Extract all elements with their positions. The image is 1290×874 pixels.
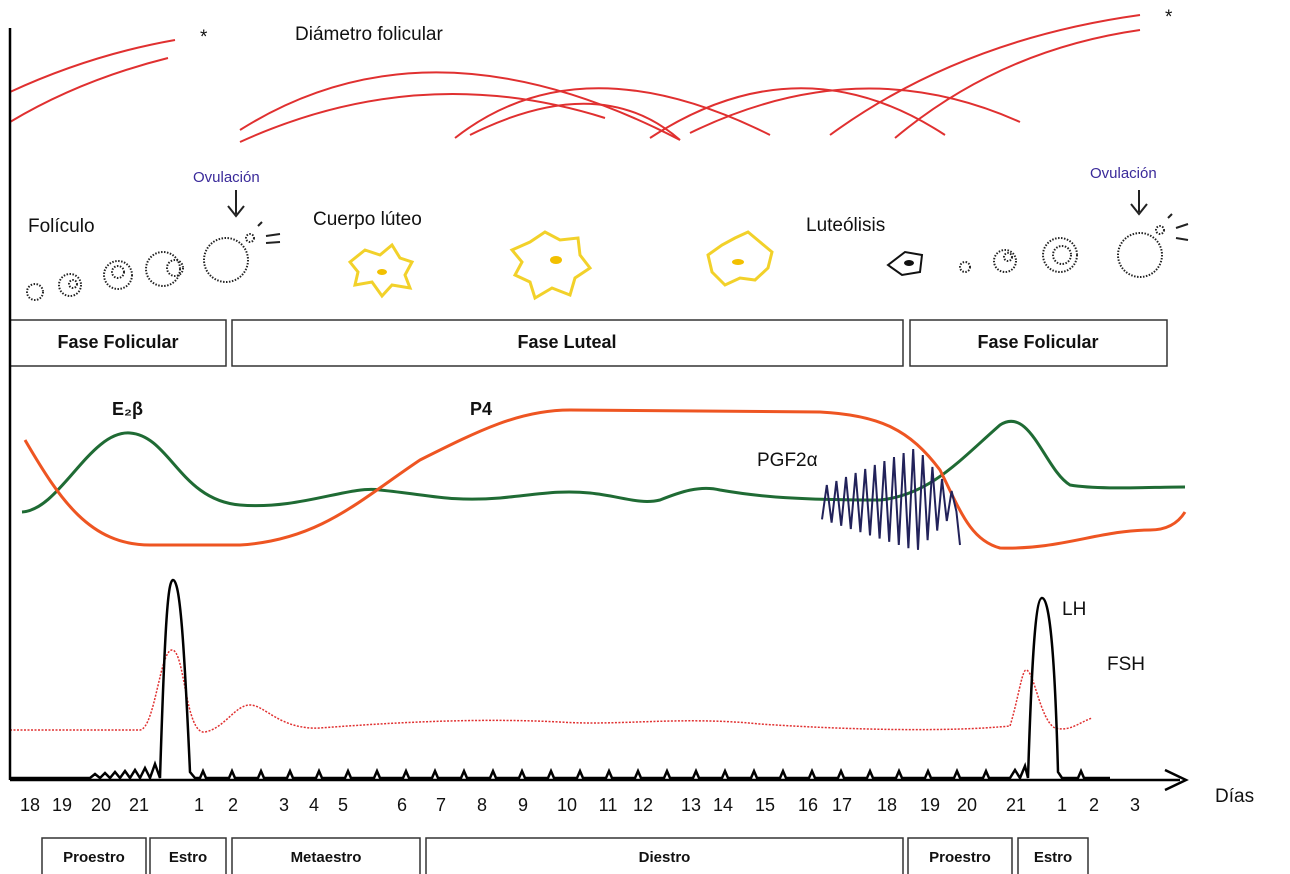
- stages: Proestro Estro Metaestro Diestro Proestro Est…: [41, 837, 1089, 874]
- phase-box: [909, 319, 1168, 367]
- estradiol-curve: [21, 419, 1186, 514]
- phase-label: Fase Luteal: [517, 332, 616, 352]
- stage-box: [231, 837, 421, 874]
- day-label: 14: [713, 795, 733, 815]
- ovulation-marks: [227, 190, 1189, 244]
- p4-label: P4: [470, 399, 492, 419]
- day-label: 8: [477, 795, 487, 815]
- follicles: [26, 225, 1165, 301]
- progesterone-curve: [23, 408, 1187, 550]
- stage-label: Metaestro: [291, 849, 362, 866]
- axis-label: Días: [1215, 786, 1254, 807]
- day-label: 9: [518, 795, 528, 815]
- day-label: 18: [877, 795, 897, 815]
- stage-label: Proestro: [929, 849, 991, 866]
- fsh-curve: [10, 649, 1093, 733]
- stage-box: [149, 837, 227, 874]
- day-label: 6: [397, 795, 407, 815]
- day-label: 10: [557, 795, 577, 815]
- stage-box: [41, 837, 147, 874]
- day-label: 20: [91, 795, 111, 815]
- day-label: 11: [599, 795, 618, 815]
- phase-label: Fase Folicular: [977, 332, 1098, 352]
- stage-label: Diestro: [639, 849, 691, 866]
- day-label: 19: [52, 795, 72, 815]
- day-label: 4: [309, 795, 319, 815]
- stage-box: [1017, 837, 1089, 874]
- day-label: 20: [957, 795, 977, 815]
- day-label: 18: [20, 795, 40, 815]
- day-label: 21: [129, 795, 149, 815]
- stage-box: [907, 837, 1013, 874]
- day-label: 17: [832, 795, 852, 815]
- day-label: 5: [338, 795, 348, 815]
- follicle-diameter-curves: [9, 14, 1141, 143]
- phase-label: Fase Folicular: [57, 332, 178, 352]
- day-label: 2: [1089, 795, 1099, 815]
- day-label: 1: [1057, 795, 1067, 815]
- day-label: 2: [228, 795, 238, 815]
- day-label: 12: [633, 795, 653, 815]
- stage-label: Estro: [1034, 849, 1072, 866]
- day-label: 21: [1006, 795, 1026, 815]
- stage-label: Proestro: [63, 849, 125, 866]
- stage-box: [425, 837, 904, 874]
- lh-curve: [10, 578, 1110, 782]
- corpus-luteum-label: Cuerpo lúteo: [313, 209, 422, 230]
- ovulation-label: Ovulación: [193, 169, 260, 186]
- e2-label: E₂β: [112, 399, 143, 419]
- day-label: 19: [920, 795, 940, 815]
- stage-label: Estro: [169, 849, 207, 866]
- day-label: 15: [755, 795, 775, 815]
- lh-label: LH: [1062, 599, 1086, 620]
- phase-box: [231, 319, 904, 367]
- day-label: 3: [279, 795, 289, 815]
- corpus-luteum: [347, 230, 924, 301]
- follicle-label: Folículo: [28, 216, 95, 237]
- asterisk: *: [200, 27, 208, 48]
- day-label: 7: [436, 795, 446, 815]
- pgf2a-curve: [821, 448, 961, 550]
- fsh-label: FSH: [1107, 654, 1145, 675]
- axis-arrow: [1164, 768, 1189, 792]
- day-labels: 18 19 20 21 1 2 3 4 5 6 7 8 9 10 11 12 13 14 15 16 17 18 19 20 2…: [20, 795, 1140, 815]
- day-label: 3: [1130, 795, 1140, 815]
- luteolysis-label: Luteólisis: [806, 215, 885, 236]
- day-label: 1: [194, 795, 204, 815]
- day-label: 16: [798, 795, 818, 815]
- ovulation-label: Ovulación: [1090, 165, 1157, 182]
- asterisk: *: [1165, 7, 1173, 28]
- day-label: 13: [681, 795, 701, 815]
- diameter-title: Diámetro folicular: [295, 24, 443, 45]
- pgf2a-label: PGF2α: [757, 450, 818, 471]
